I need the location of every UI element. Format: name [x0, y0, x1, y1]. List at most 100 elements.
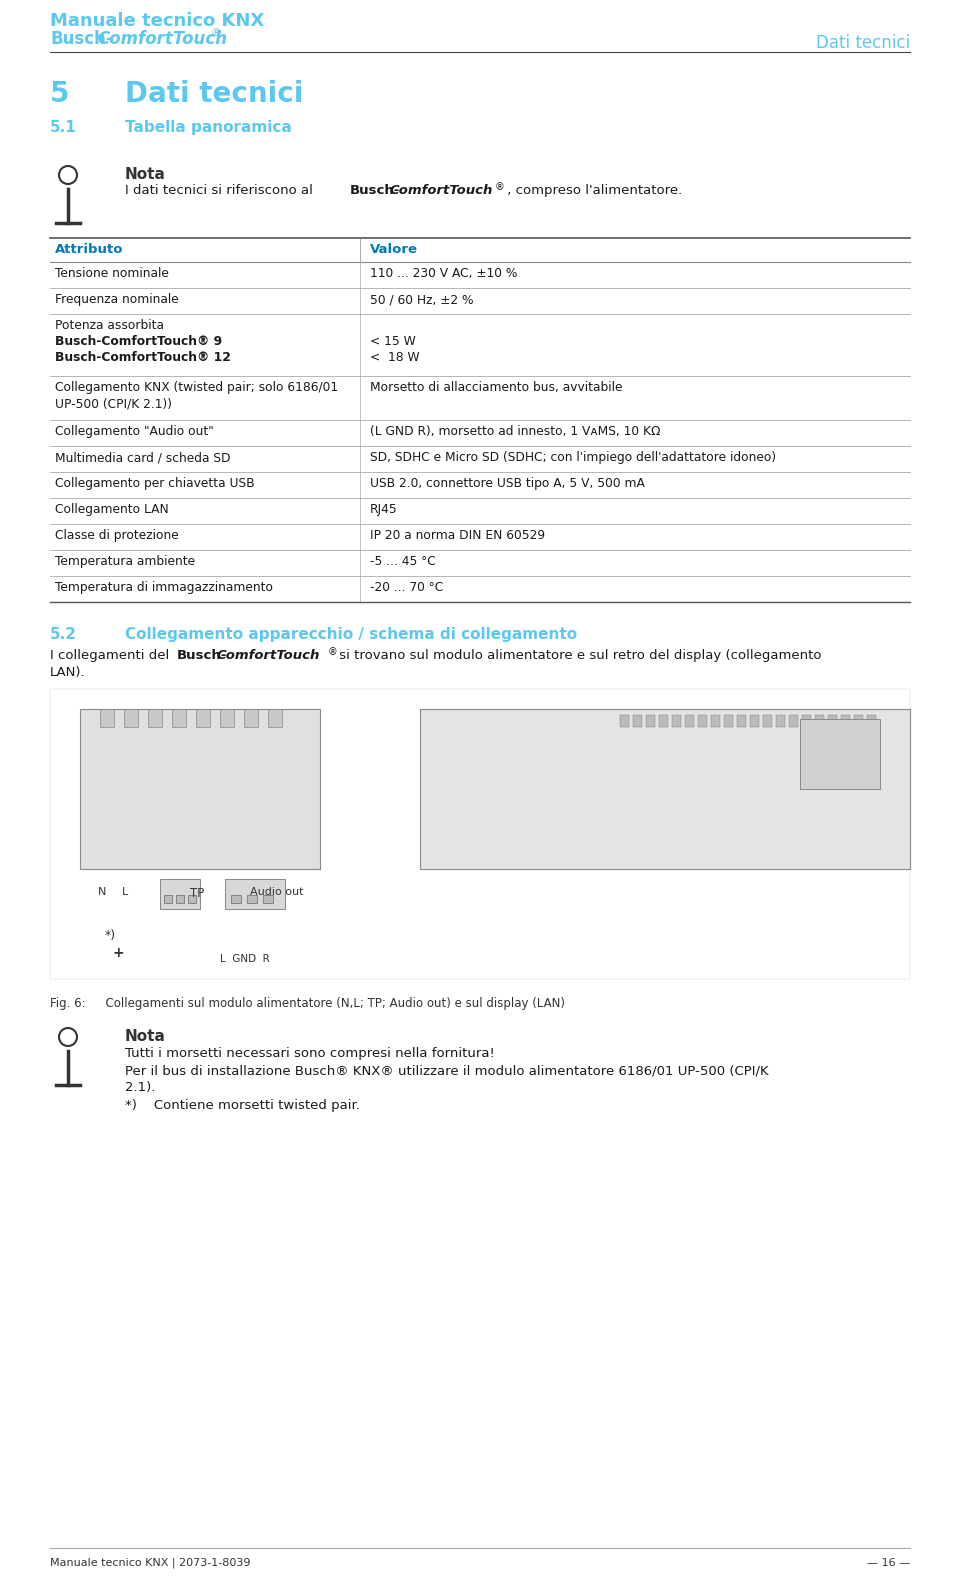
Bar	[231, 895, 241, 903]
Text: — 16 —: — 16 —	[867, 1557, 910, 1569]
Bar	[620, 715, 629, 727]
Bar	[646, 715, 655, 727]
Text: 5.1: 5.1	[50, 120, 77, 136]
Text: LAN).: LAN).	[50, 666, 85, 679]
Text: si trovano sul modulo alimentatore e sul retro del display (collegamento: si trovano sul modulo alimentatore e sul…	[335, 649, 822, 663]
Text: Audio out: Audio out	[250, 887, 303, 896]
Text: L: L	[122, 887, 129, 896]
Text: *)    Contiene morsetti twisted pair.: *) Contiene morsetti twisted pair.	[125, 1098, 360, 1112]
Bar	[737, 715, 746, 727]
Bar	[263, 895, 273, 903]
Bar	[225, 879, 285, 909]
Text: Frequenza nominale: Frequenza nominale	[55, 294, 179, 306]
Text: Nota: Nota	[125, 167, 166, 181]
Bar	[164, 895, 172, 903]
Text: Manuale tecnico KNX: Manuale tecnico KNX	[50, 13, 264, 30]
Text: Dati tecnici: Dati tecnici	[125, 80, 303, 107]
Text: Tutti i morsetti necessari sono compresi nella fornitura!: Tutti i morsetti necessari sono compresi…	[125, 1046, 494, 1060]
Text: Tabella panoramica: Tabella panoramica	[125, 120, 292, 136]
Text: N: N	[98, 887, 107, 896]
Bar	[124, 709, 138, 727]
Text: Collegamento "Audio out": Collegamento "Audio out"	[55, 424, 214, 439]
Text: ®: ®	[211, 28, 222, 38]
Text: Temperatura di immagazzinamento: Temperatura di immagazzinamento	[55, 581, 273, 593]
Text: USB 2.0, connettore USB tipo A, 5 V, 500 mA: USB 2.0, connettore USB tipo A, 5 V, 500…	[370, 477, 645, 491]
Bar	[789, 715, 798, 727]
Bar	[220, 709, 234, 727]
Bar	[100, 709, 114, 727]
Text: L  GND  R: L GND R	[220, 955, 270, 964]
Text: , compreso l'alimentatore.: , compreso l'alimentatore.	[503, 185, 683, 197]
Text: Valore: Valore	[370, 243, 418, 256]
Text: Busch-: Busch-	[177, 649, 228, 663]
Text: Dati tecnici: Dati tecnici	[816, 35, 910, 52]
Text: -5 ... 45 °C: -5 ... 45 °C	[370, 555, 436, 568]
Bar	[763, 715, 772, 727]
Bar	[659, 715, 668, 727]
Text: Collegamento per chiavetta USB: Collegamento per chiavetta USB	[55, 477, 254, 491]
Bar	[800, 720, 880, 789]
Text: ComfortTouch: ComfortTouch	[390, 185, 493, 197]
Text: Busch-ComfortTouch® 9: Busch-ComfortTouch® 9	[55, 335, 222, 349]
Text: Collegamenti sul modulo alimentatore (N,L; TP; Audio out) e sul display (LAN): Collegamenti sul modulo alimentatore (N,…	[98, 997, 565, 1010]
Text: Collegamento KNX (twisted pair; solo 6186/01: Collegamento KNX (twisted pair; solo 618…	[55, 380, 338, 394]
Text: Multimedia card / scheda SD: Multimedia card / scheda SD	[55, 451, 230, 464]
Text: I dati tecnici si riferiscono al: I dati tecnici si riferiscono al	[125, 185, 317, 197]
Text: Temperatura ambiente: Temperatura ambiente	[55, 555, 195, 568]
Bar	[711, 715, 720, 727]
Text: -20 ... 70 °C: -20 ... 70 °C	[370, 581, 444, 593]
Circle shape	[818, 734, 862, 776]
Text: 2.1).: 2.1).	[125, 1081, 156, 1094]
Bar	[867, 715, 876, 727]
Text: 5: 5	[50, 80, 69, 107]
Text: (L GND R), morsetto ad innesto, 1 VᴀMS, 10 KΩ: (L GND R), morsetto ad innesto, 1 VᴀMS, …	[370, 424, 660, 439]
Bar	[815, 715, 824, 727]
Text: UP-500 (CPI/K 2.1)): UP-500 (CPI/K 2.1))	[55, 398, 172, 410]
Bar	[268, 709, 282, 727]
Text: Attributo: Attributo	[55, 243, 124, 256]
Text: Potenza assorbita: Potenza assorbita	[55, 319, 164, 331]
Text: TP: TP	[190, 887, 204, 899]
Text: Tensione nominale: Tensione nominale	[55, 267, 169, 279]
Text: Per il bus di installazione Busch® KNX® utilizzare il modulo alimentatore 6186/0: Per il bus di installazione Busch® KNX® …	[125, 1064, 769, 1078]
Bar	[148, 709, 162, 727]
Text: ®: ®	[495, 181, 505, 193]
Text: 110 ... 230 V AC, ±10 %: 110 ... 230 V AC, ±10 %	[370, 267, 517, 279]
Text: ComfortTouch: ComfortTouch	[217, 649, 321, 663]
Text: 50 / 60 Hz, ±2 %: 50 / 60 Hz, ±2 %	[370, 294, 473, 306]
Text: Morsetto di allacciamento bus, avvitabile: Morsetto di allacciamento bus, avvitabil…	[370, 380, 622, 394]
Text: Busch-: Busch-	[50, 30, 112, 47]
Text: Manuale tecnico KNX | 2073-1-8039: Manuale tecnico KNX | 2073-1-8039	[50, 1557, 251, 1569]
Text: ComfortTouch: ComfortTouch	[97, 30, 228, 47]
Text: Busch-ComfortTouch® 12: Busch-ComfortTouch® 12	[55, 350, 230, 365]
Text: Busch-: Busch-	[350, 185, 400, 197]
Text: I collegamenti del: I collegamenti del	[50, 649, 174, 663]
Bar	[776, 715, 785, 727]
Bar	[802, 715, 811, 727]
Bar	[685, 715, 694, 727]
Text: +: +	[112, 945, 124, 959]
Text: 5.2: 5.2	[50, 626, 77, 642]
Text: < 15 W: < 15 W	[370, 335, 416, 349]
Text: SD, SDHC e Micro SD (SDHC; con l'impiego dell'adattatore idoneo): SD, SDHC e Micro SD (SDHC; con l'impiego…	[370, 451, 776, 464]
Text: Collegamento LAN: Collegamento LAN	[55, 503, 169, 516]
Bar	[188, 895, 196, 903]
Bar	[176, 895, 184, 903]
Bar	[244, 709, 258, 727]
Bar	[420, 709, 910, 869]
Bar	[80, 709, 320, 869]
Text: ®: ®	[328, 647, 338, 656]
Bar	[633, 715, 642, 727]
Bar	[841, 715, 850, 727]
Text: *): *)	[105, 929, 116, 942]
Bar	[172, 709, 186, 727]
Text: RJ45: RJ45	[370, 503, 397, 516]
Bar	[672, 715, 681, 727]
Text: Collegamento apparecchio / schema di collegamento: Collegamento apparecchio / schema di col…	[125, 626, 577, 642]
Bar	[750, 715, 759, 727]
Text: Classe di protezione: Classe di protezione	[55, 529, 179, 541]
Text: Nota: Nota	[125, 1029, 166, 1045]
Bar	[724, 715, 733, 727]
Bar	[698, 715, 707, 727]
Text: IP 20 a norma DIN EN 60529: IP 20 a norma DIN EN 60529	[370, 529, 545, 541]
